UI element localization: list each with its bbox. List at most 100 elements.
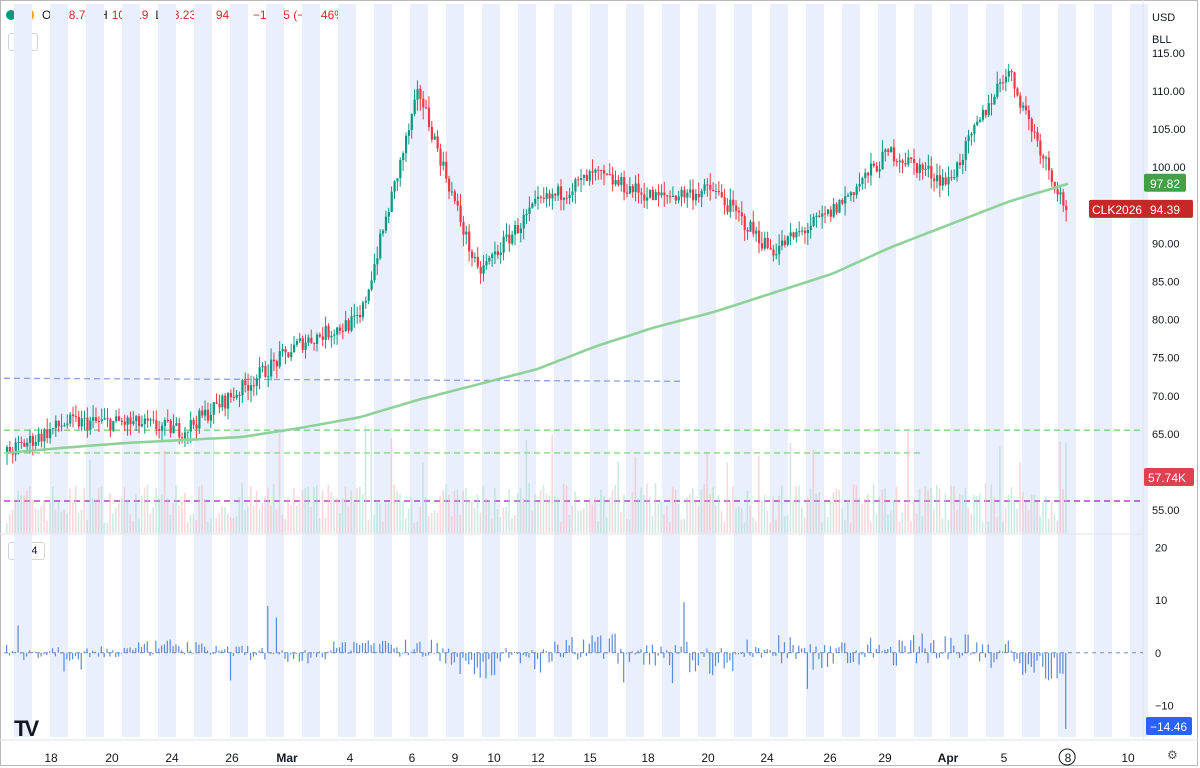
volume-bar	[984, 483, 987, 533]
volume-bar	[422, 462, 424, 533]
oscillator-bar	[158, 648, 160, 653]
candle-body	[499, 252, 502, 256]
session-band	[410, 4, 428, 737]
oscillator-bar	[473, 652, 476, 675]
volume-bar	[399, 493, 401, 533]
oscillator-bar	[786, 652, 788, 659]
oscillator-bar	[338, 647, 341, 653]
oscillator-bar	[244, 652, 246, 656]
candle-body	[835, 204, 838, 213]
candle-body	[849, 192, 853, 196]
oscillator-bar	[160, 645, 163, 653]
oscillator-bar	[887, 649, 889, 653]
time-tick-label: 15	[583, 751, 597, 765]
candle-body	[459, 205, 462, 223]
oscillator-bar	[468, 652, 470, 665]
oscillator-bar	[476, 652, 478, 668]
oscillator-bar	[80, 652, 82, 670]
oscillator-bar	[864, 652, 866, 658]
price-tick-label: 55.00	[1152, 505, 1180, 517]
volume-bar	[542, 484, 545, 533]
volume-bar	[427, 516, 430, 533]
volume-bar	[393, 484, 396, 533]
candle-body	[577, 179, 580, 181]
volume-bar	[723, 521, 726, 533]
volume-bar	[1027, 510, 1030, 533]
oscillator-bar	[324, 652, 326, 660]
volume-bar	[1033, 494, 1036, 533]
volume-bar	[201, 484, 203, 533]
oscillator-bar	[192, 652, 194, 654]
session-band	[770, 4, 788, 737]
volume-bar	[442, 490, 444, 533]
price-tick-label: 115.00	[1152, 48, 1185, 60]
volume-bar	[643, 495, 645, 533]
volume-bar	[1042, 501, 1044, 533]
oscillator-bar	[499, 652, 501, 662]
oscillator-bar	[849, 652, 852, 663]
volume-bar	[844, 519, 846, 533]
candle-body	[720, 192, 723, 198]
candle-body	[709, 185, 712, 190]
oscillator-bar	[1059, 652, 1061, 674]
settings-icon[interactable]: ⚙	[1167, 748, 1178, 762]
oscillator-bar	[680, 646, 682, 653]
volume-bar	[212, 438, 215, 533]
oscillator-bar	[577, 652, 579, 660]
candle-body	[869, 163, 873, 176]
oscillator-bar	[869, 637, 872, 653]
volume-bar	[229, 516, 232, 533]
oscillator-bar	[907, 652, 909, 654]
candle-body	[683, 189, 686, 198]
volume-bar	[74, 485, 77, 533]
candle-body	[786, 236, 789, 246]
oscillator-bar	[826, 652, 829, 667]
moving-average-line	[5, 182, 1069, 455]
oscillator-bar	[315, 652, 318, 657]
candle-body	[31, 436, 35, 446]
volume-bar	[582, 508, 585, 533]
candle-body	[686, 192, 689, 198]
volume-bar	[559, 522, 562, 533]
candle-body	[94, 417, 98, 421]
oscillator-bar	[407, 652, 410, 656]
candle-body	[258, 367, 261, 379]
unit-label[interactable]: BLL	[1152, 34, 1172, 46]
volume-bar	[149, 513, 152, 533]
candle-body	[350, 316, 353, 331]
candle-body	[565, 197, 568, 199]
candle-body	[462, 222, 465, 235]
volume-bar	[11, 509, 14, 533]
candle-body	[778, 245, 781, 255]
volume-bar	[359, 486, 361, 533]
oscillator-bar	[166, 640, 168, 653]
oscillator-bar	[545, 651, 547, 653]
volume-bar	[295, 505, 298, 533]
oscillator-bar	[913, 635, 915, 653]
volume-bar	[1065, 442, 1067, 533]
last-price-text: 94.39	[1150, 203, 1180, 217]
candle-body	[841, 199, 844, 204]
candle-body	[505, 234, 508, 237]
volume-bar	[597, 520, 599, 533]
volume-bar	[726, 462, 729, 533]
oscillator-bar	[275, 617, 278, 653]
candle-body	[970, 133, 973, 136]
volume-bar	[172, 503, 175, 533]
volume-bar	[255, 490, 258, 533]
candle-body	[924, 168, 927, 170]
candle-body	[387, 212, 390, 217]
session-band	[1022, 4, 1040, 737]
oscillator-bar	[950, 637, 952, 653]
currency-label[interactable]: USD	[1152, 12, 1176, 24]
candle-body	[1007, 70, 1010, 77]
osc-tick-label: 20	[1155, 543, 1167, 555]
volume-bar	[129, 514, 132, 533]
oscillator-bar	[11, 651, 13, 653]
session-band	[14, 4, 32, 737]
volume-bar	[132, 520, 134, 533]
current-date-marker	[1058, 748, 1076, 766]
volume-bar	[534, 494, 536, 533]
volume-bar	[674, 489, 677, 533]
